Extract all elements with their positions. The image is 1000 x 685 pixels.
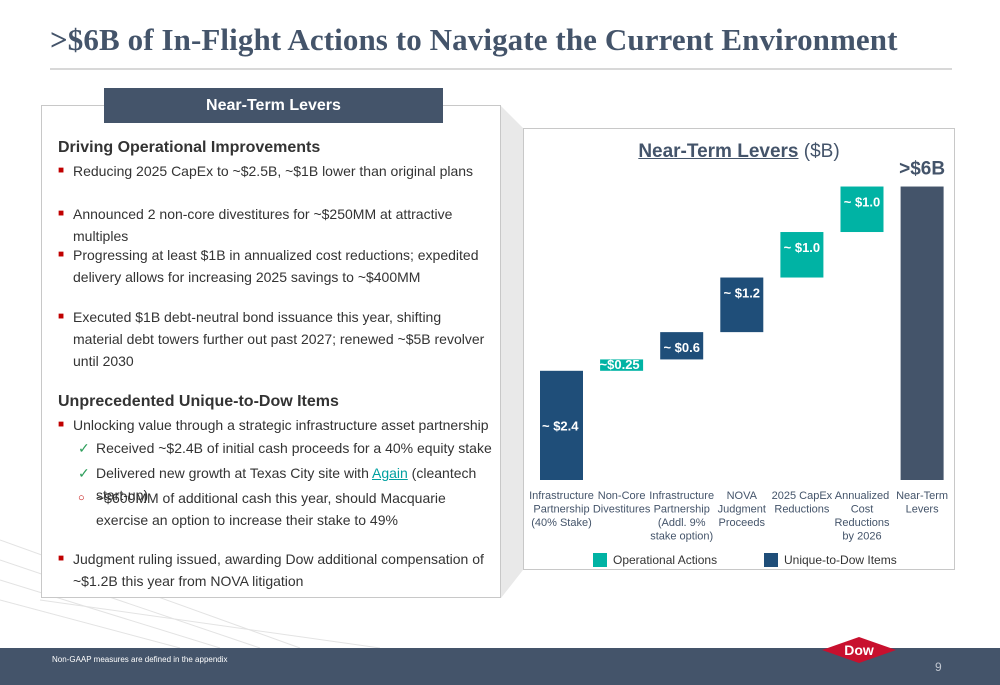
bullet-infrastructure: Unlocking value through a strategic infr… — [73, 417, 489, 433]
bullet-marker: ■ — [58, 165, 65, 176]
category-label-0: (40% Stake) — [531, 517, 592, 529]
category-label-5: Cost — [851, 504, 874, 516]
bar-2 — [660, 332, 704, 360]
footer-bar — [0, 648, 1000, 685]
bar-label-0: ~ $2.4 — [542, 418, 579, 433]
bar-label-6: >$6B — [899, 159, 945, 180]
again-link[interactable]: Again — [371, 465, 408, 481]
bullet-marker: ■ — [58, 419, 65, 430]
svg-text:Dow: Dow — [844, 642, 874, 658]
dow-logo: Dow — [822, 637, 896, 663]
check-icon: ✓ — [78, 465, 90, 481]
category-label-2: stake option) — [650, 531, 713, 543]
category-label-2: Partnership — [654, 504, 710, 516]
bullet-capex: Reducing 2025 CapEx to ~$2.5B, ~$1B lowe… — [73, 163, 474, 179]
category-label-3: Proceeds — [719, 517, 766, 529]
category-label-5: Annualized — [835, 490, 889, 502]
bar-label-1: ~$0.25 — [600, 357, 640, 372]
legend-unique: Unique-to-Dow Items — [764, 553, 897, 567]
chart-title: Near-Term Levers ($B) — [523, 141, 955, 163]
page-number: 9 — [935, 660, 942, 674]
bullet-cost-reductions: Progressing at least $1B in annualized c… — [73, 247, 479, 285]
bar-label-3: ~ $1.2 — [724, 286, 761, 301]
section-heading-operational: Driving Operational Improvements — [58, 139, 321, 156]
section-heading-unique: Unprecedented Unique-to-Dow Items — [58, 393, 339, 410]
bar-label-5: ~ $1.0 — [844, 195, 881, 210]
category-label-5: Reductions — [834, 517, 890, 529]
category-label-0: Partnership — [533, 504, 589, 516]
check-icon: ✓ — [78, 440, 90, 456]
bullet-marker: ■ — [58, 208, 65, 219]
chart-title-unit: ($B) — [798, 141, 840, 162]
bar-label-4: ~ $1.0 — [784, 240, 821, 255]
category-label-6: Levers — [906, 504, 940, 516]
category-label-2: (Addl. 9% — [658, 517, 706, 529]
category-label-3: NOVA — [727, 490, 758, 502]
sub-bullet-texas-city: Delivered new growth at Texas City site … — [96, 462, 496, 506]
bar-6 — [900, 186, 944, 480]
category-label-3: Judgment — [718, 504, 766, 516]
footnote: Non-GAAP measures are defined in the app… — [52, 655, 228, 664]
legend-label-unique: Unique-to-Dow Items — [784, 553, 897, 567]
bullet-bond-issuance: Executed $1B debt-neutral bond issuance … — [73, 309, 485, 369]
bar-label-2: ~ $0.6 — [663, 340, 700, 355]
category-label-4: Reductions — [774, 504, 830, 516]
title-divider — [50, 68, 952, 70]
page-title: >$6B of In-Flight Actions to Navigate th… — [50, 22, 898, 57]
category-label-5: by 2026 — [842, 531, 881, 543]
category-label-0: Infrastructure — [529, 490, 594, 502]
sub-bullet-text: Delivered new growth at Texas City site … — [96, 465, 372, 481]
category-label-1: Non-Core — [598, 490, 646, 502]
bar-5 — [840, 186, 884, 233]
bullet-divestitures: Announced 2 non-core divestitures for ~$… — [73, 206, 453, 244]
legend-swatch-operational — [593, 553, 607, 567]
bar-0 — [540, 370, 583, 480]
category-label-4: 2025 CapEx — [772, 490, 833, 502]
bar-3 — [720, 277, 764, 333]
sub-bullet-text: (cleantech start-up) — [96, 465, 477, 503]
bullet-marker: ■ — [58, 249, 65, 260]
bullet-nova-judgment: Judgment ruling issued, awarding Dow add… — [73, 551, 484, 589]
left-panel-tab: Near-Term Levers — [104, 88, 443, 123]
bullet-marker: ■ — [58, 553, 65, 564]
bullet-marker: ■ — [58, 311, 65, 322]
left-panel — [41, 105, 501, 598]
category-label-6: Near-Term — [896, 490, 948, 502]
legend-label-operational: Operational Actions — [613, 553, 718, 567]
bar-4 — [780, 232, 824, 278]
legend-swatch-unique — [764, 553, 778, 567]
category-label-2: Infrastructure — [649, 490, 714, 502]
sub-bullet-macquarie: ~$600MM of additional cash this year, sh… — [96, 490, 446, 528]
sub-bullet-cash-proceeds: Received ~$2.4B of initial cash proceeds… — [96, 440, 492, 456]
circle-bullet-icon: ○ — [78, 492, 85, 504]
chart-title-main: Near-Term Levers — [638, 141, 799, 162]
legend-operational: Operational Actions — [593, 553, 717, 567]
bar-1 — [600, 359, 644, 371]
category-label-1: Divestitures — [593, 504, 651, 516]
